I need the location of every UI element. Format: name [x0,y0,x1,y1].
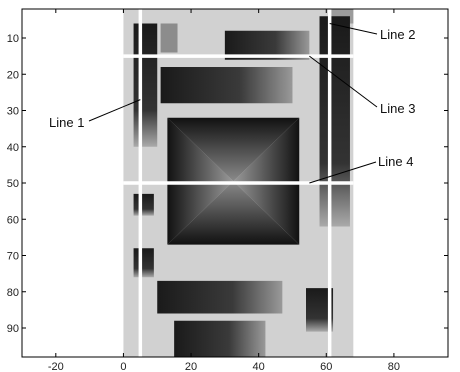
y-tick-label-2: 30 [7,106,19,118]
lines-layer [123,9,354,357]
callout-leader-2 [329,23,378,35]
ticks-layer: -20 0 20 40 60 80 10 20 30 40 50 60 70 80 90 [7,9,448,372]
pyramid-face-right [233,117,300,245]
y-tick-label-7: 80 [7,287,19,299]
pyramid-face-left [167,117,234,245]
annotation-layer: Line 1 Line 2 Line 3 Line 4 [49,23,415,184]
callout-label-3: Line 3 [380,101,415,116]
y-tick-label-0: 10 [7,33,19,45]
heatmap-pyramid [167,117,300,245]
pyramid-face-bottom [167,181,300,245]
y-tick-label-1: 20 [7,69,19,81]
heatmap-feature-7 [133,248,154,278]
y-tick-label-5: 60 [7,214,19,226]
callout-leader-1 [88,99,141,122]
x-tick-label-4: 60 [320,361,332,372]
y-tick-label-3: 40 [7,142,19,154]
heatmap-feature-1 [160,23,178,53]
callout-label-4: Line 4 [378,154,413,169]
x-tick-label-0: -20 [48,361,64,372]
y-tick-label-4: 50 [7,178,19,190]
pyramid-face-top [167,117,300,182]
x-tick-label-5: 80 [388,361,400,372]
x-tick-label-1: 0 [120,361,126,372]
heatmap-feature-3 [319,16,350,227]
heatmap-feature-10 [174,320,266,357]
heatmap-feature-4 [160,67,293,104]
heatmap-feature-8 [157,280,283,314]
x-tick-label-3: 40 [253,361,265,372]
callout-label-1: Line 1 [49,115,84,130]
y-tick-label-6: 70 [7,251,19,263]
heatmap-feature-0 [133,23,158,147]
callout-leader-4 [309,161,377,184]
x-tick-label-2: 20 [185,361,197,372]
y-tick-label-8: 90 [7,323,19,335]
callout-label-2: Line 2 [380,27,415,42]
heatmap-feature-6 [133,193,154,216]
callout-leader-3 [309,55,378,108]
